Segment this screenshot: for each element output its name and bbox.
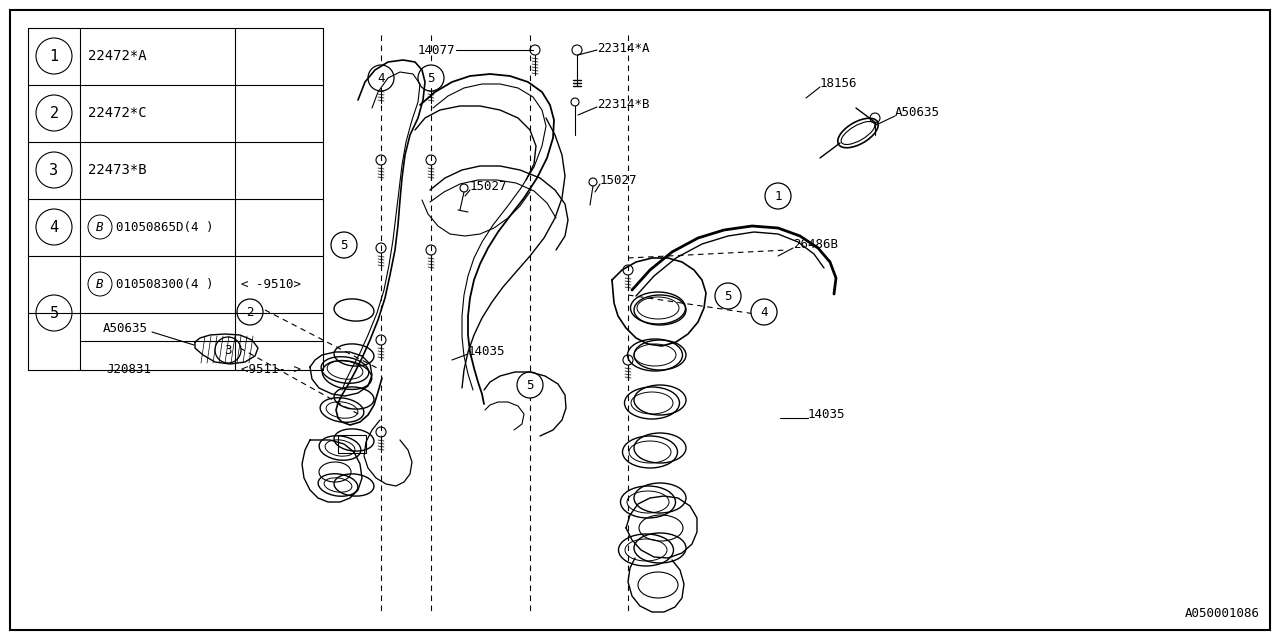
- Text: 1: 1: [774, 189, 782, 202]
- Circle shape: [36, 95, 72, 131]
- Text: 010508300(4 ): 010508300(4 ): [116, 278, 214, 291]
- Circle shape: [88, 272, 113, 296]
- Circle shape: [716, 283, 741, 309]
- Text: J20831: J20831: [106, 362, 151, 376]
- Text: B: B: [96, 221, 104, 234]
- Circle shape: [517, 372, 543, 398]
- Text: 26486B: 26486B: [794, 237, 838, 250]
- Circle shape: [419, 65, 444, 91]
- Text: 4: 4: [760, 305, 768, 319]
- Circle shape: [369, 65, 394, 91]
- Text: 2: 2: [50, 106, 59, 120]
- Circle shape: [765, 183, 791, 209]
- Text: 14035: 14035: [468, 344, 506, 358]
- Text: 2: 2: [246, 305, 253, 319]
- Text: 18156: 18156: [820, 77, 858, 90]
- Text: 4: 4: [50, 220, 59, 234]
- Circle shape: [332, 232, 357, 258]
- Circle shape: [215, 337, 241, 363]
- Text: 15027: 15027: [600, 173, 637, 186]
- Circle shape: [237, 299, 262, 325]
- Text: 3: 3: [224, 344, 232, 356]
- Text: 22472*A: 22472*A: [88, 49, 147, 63]
- Text: 14035: 14035: [808, 408, 846, 420]
- Circle shape: [36, 295, 72, 331]
- Text: 5: 5: [428, 72, 435, 84]
- Bar: [338, 435, 366, 453]
- Circle shape: [36, 38, 72, 74]
- Text: A50635: A50635: [895, 106, 940, 118]
- Circle shape: [751, 299, 777, 325]
- Text: <9511- >: <9511- >: [241, 362, 301, 376]
- Text: 22472*C: 22472*C: [88, 106, 147, 120]
- Text: 5: 5: [340, 239, 348, 252]
- Circle shape: [36, 209, 72, 245]
- Circle shape: [36, 152, 72, 188]
- Text: 01050865D(4 ): 01050865D(4 ): [116, 221, 214, 234]
- Text: 5: 5: [526, 378, 534, 392]
- Text: 5: 5: [724, 289, 732, 303]
- Text: 22314*B: 22314*B: [596, 97, 649, 111]
- Text: 22314*A: 22314*A: [596, 42, 649, 54]
- Text: A050001086: A050001086: [1185, 607, 1260, 620]
- Circle shape: [88, 215, 113, 239]
- Text: 4: 4: [378, 72, 385, 84]
- Text: 1: 1: [50, 49, 59, 63]
- Text: 15027: 15027: [470, 179, 507, 193]
- Text: 14077: 14077: [417, 44, 454, 56]
- Text: 3: 3: [50, 163, 59, 177]
- Text: A50635: A50635: [102, 321, 148, 335]
- Text: 5: 5: [50, 305, 59, 321]
- Text: 22473*B: 22473*B: [88, 163, 147, 177]
- Text: < -9510>: < -9510>: [241, 278, 301, 291]
- Text: B: B: [96, 278, 104, 291]
